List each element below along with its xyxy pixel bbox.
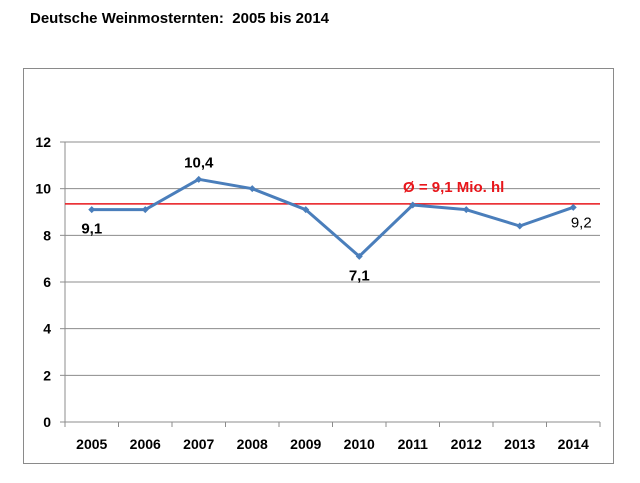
x-tick-label: 2008	[237, 436, 268, 452]
data-point	[248, 185, 256, 193]
data-point	[355, 252, 363, 260]
data-label: 9,2	[571, 214, 592, 231]
data-label: 10,4	[184, 154, 214, 171]
x-tick-label: 2014	[558, 436, 589, 452]
data-point	[462, 206, 470, 214]
y-tick-label: 6	[43, 274, 51, 290]
y-tick-label: 12	[35, 134, 51, 150]
data-label: 9,1	[81, 221, 102, 238]
series-line	[91, 177, 574, 258]
x-tick-label: 2009	[290, 436, 321, 452]
y-tick-label: 8	[43, 227, 51, 243]
data-point	[569, 203, 577, 211]
x-tick-label: 2013	[504, 436, 535, 452]
data-point	[141, 206, 149, 214]
data-point	[516, 222, 524, 230]
data-point	[88, 206, 96, 214]
y-tick-label: 0	[43, 414, 51, 430]
chart-frame	[23, 68, 614, 464]
x-tick-label: 2010	[344, 436, 375, 452]
x-tick-label: 2005	[76, 436, 107, 452]
x-tick-label: 2011	[398, 436, 429, 452]
average-label: Ø = 9,1 Mio. hl	[403, 179, 504, 196]
x-tick-label: 2007	[183, 436, 214, 452]
data-point	[195, 175, 203, 183]
chart-title: Deutsche Weinmosternten: 2005 bis 2014	[30, 10, 330, 27]
data-label: 7,1	[349, 267, 370, 284]
y-tick-label: 10	[35, 181, 51, 197]
x-tick-label: 2006	[130, 436, 161, 452]
data-point	[409, 201, 417, 209]
x-tick-label: 2012	[451, 436, 482, 452]
data-point	[302, 206, 310, 214]
y-tick-label: 4	[43, 321, 51, 337]
y-tick-label: 2	[43, 367, 51, 383]
